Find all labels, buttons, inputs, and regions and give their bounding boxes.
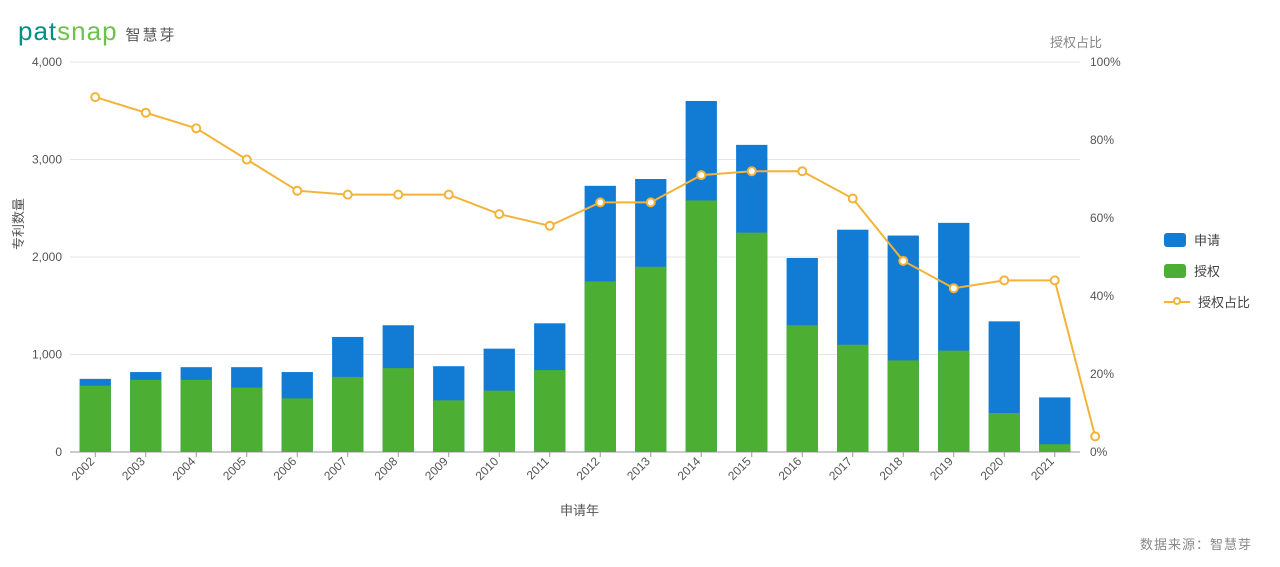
bar-grants (686, 200, 717, 452)
legend: 申请 授权 授权占比 (1164, 230, 1250, 323)
x-tick-label: 2016 (776, 454, 805, 483)
x-tick-label: 2007 (321, 454, 350, 483)
y-left-tick-label: 0 (55, 445, 62, 459)
y-left-tick-label: 1,000 (32, 348, 62, 362)
logo-part1: pat (18, 16, 57, 47)
bar-grants (938, 351, 969, 452)
bar-grants (534, 370, 565, 452)
y-right-tick-label: 0% (1090, 445, 1108, 459)
x-tick-label: 2004 (170, 454, 199, 483)
bar-grants (888, 360, 919, 452)
x-tick-label: 2017 (826, 454, 855, 483)
logo-zh: 智慧芽 (126, 24, 177, 45)
bar-grants (231, 388, 262, 452)
y-right-tick-label: 100% (1090, 55, 1121, 69)
line-marker (697, 171, 705, 179)
bar-grants (181, 380, 212, 452)
x-tick-label: 2005 (220, 454, 249, 483)
bar-grants (332, 377, 363, 452)
line-marker (647, 198, 655, 206)
bar-grants (585, 281, 616, 452)
brand-logo: patsnap 智慧芽 (18, 16, 177, 47)
bar-grants (433, 400, 464, 452)
line-marker (596, 198, 604, 206)
y-right-tick-label: 60% (1090, 211, 1114, 225)
line-marker (950, 284, 958, 292)
line-marker (142, 109, 150, 117)
y-right-title: 授权占比 (1050, 32, 1102, 51)
bar-grants (282, 398, 313, 452)
x-tick-label: 2021 (1028, 454, 1057, 483)
legend-swatch-ratio (1164, 295, 1190, 309)
x-tick-label: 2006 (271, 454, 300, 483)
legend-item-grants: 授权 (1164, 261, 1250, 280)
logo-part2: snap (57, 16, 117, 47)
bar-grants (130, 380, 161, 452)
x-tick-label: 2013 (624, 454, 653, 483)
bar-applications (1039, 397, 1070, 452)
bar-grants (635, 267, 666, 452)
y-left-tick-label: 3,000 (32, 153, 62, 167)
x-tick-label: 2015 (725, 454, 754, 483)
x-tick-label: 2020 (978, 454, 1007, 483)
line-marker (394, 191, 402, 199)
data-source-footer: 数据来源：智慧芽 (1140, 534, 1252, 553)
legend-label-ratio: 授权占比 (1198, 292, 1250, 311)
y-left-label: 专利数量 (8, 198, 27, 250)
line-marker (445, 191, 453, 199)
bar-grants (484, 391, 515, 452)
line-marker (91, 93, 99, 101)
bar-grants (383, 368, 414, 452)
y-right-tick-label: 80% (1090, 133, 1114, 147)
line-marker (243, 156, 251, 164)
line-marker (192, 124, 200, 132)
line-marker (1091, 432, 1099, 440)
legend-swatch-applications (1164, 233, 1186, 247)
legend-item-ratio: 授权占比 (1164, 292, 1250, 311)
line-marker (495, 210, 503, 218)
line-marker (344, 191, 352, 199)
y-left-tick-label: 2,000 (32, 250, 62, 264)
x-tick-label: 2012 (574, 454, 603, 483)
x-tick-label: 2003 (119, 454, 148, 483)
line-marker (849, 195, 857, 203)
legend-label-grants: 授权 (1194, 261, 1220, 280)
legend-swatch-grants (1164, 264, 1186, 278)
bar-grants (837, 345, 868, 452)
line-marker (748, 167, 756, 175)
x-tick-label: 2010 (473, 454, 502, 483)
line-marker (1000, 276, 1008, 284)
x-tick-label: 2009 (422, 454, 451, 483)
patent-trend-chart: 0 1,000 2,000 3,000 4,000 0% 20% 40% 60% 80% 100% 2… (15, 50, 1155, 520)
x-tick-label: 2014 (675, 454, 704, 483)
bar-grants (736, 233, 767, 452)
x-tick-label: 2019 (927, 454, 956, 483)
y-left-tick-label: 4,000 (32, 55, 62, 69)
legend-item-applications: 申请 (1164, 230, 1250, 249)
line-marker (293, 187, 301, 195)
x-axis-label: 申请年 (560, 500, 599, 519)
line-marker (798, 167, 806, 175)
line-marker (1051, 276, 1059, 284)
y-right-tick-label: 40% (1090, 289, 1114, 303)
x-tick-label: 2011 (524, 454, 552, 482)
x-tick-label: 2002 (69, 454, 98, 483)
bar-grants (1039, 444, 1070, 452)
legend-label-applications: 申请 (1194, 230, 1220, 249)
bar-grants (787, 325, 818, 452)
x-tick-label: 2018 (877, 454, 906, 483)
y-right-tick-label: 20% (1090, 367, 1114, 381)
line-marker (899, 257, 907, 265)
x-tick-label: 2008 (372, 454, 401, 483)
bar-grants (989, 413, 1020, 452)
line-marker (546, 222, 554, 230)
bar-grants (80, 386, 111, 452)
